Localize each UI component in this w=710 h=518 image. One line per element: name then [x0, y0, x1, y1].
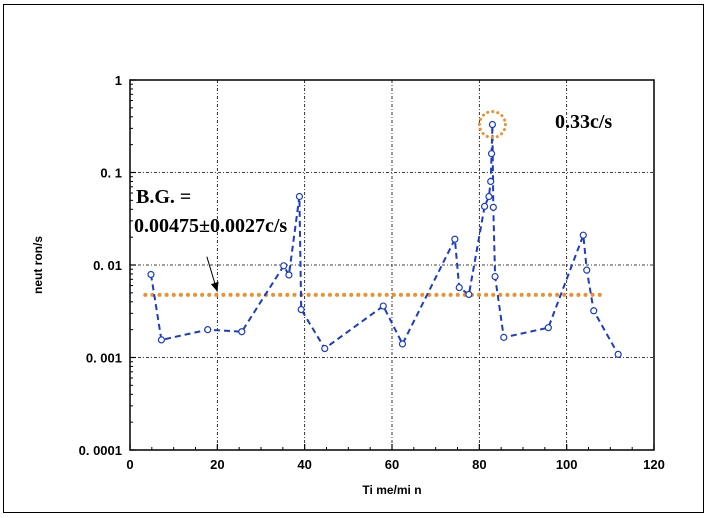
data-point [480, 202, 489, 211]
data-point [579, 231, 587, 239]
data-point [583, 266, 591, 274]
data-point [204, 326, 212, 334]
x-tick-label: 60 [385, 457, 399, 472]
data-point [500, 333, 508, 341]
data-point [295, 192, 304, 201]
data-point [379, 302, 387, 310]
data-point [485, 192, 493, 201]
x-tick-label: 0 [126, 457, 133, 472]
bg-annotation-line2: 0.00475±0.0027c/s [134, 215, 287, 237]
x-tick-label: 100 [556, 457, 578, 472]
y-axis-label: neut ron/s [31, 236, 45, 294]
x-tick-label: 120 [643, 457, 665, 472]
chart-frame [3, 4, 704, 513]
data-point [491, 272, 499, 281]
bg-annotation-line1: B.G. = [136, 186, 191, 208]
y-tick-label: 1 [115, 73, 122, 88]
data-point [455, 283, 463, 292]
data-point [590, 307, 598, 315]
axes: 0 20 40 60 80 100 120 0. 0001 0. 001 0. 01 0. 1 1 [79, 73, 665, 472]
x-tick-label: 20 [210, 457, 224, 472]
data-point [238, 328, 246, 336]
data-point [487, 177, 495, 186]
peak-highlight-circle [477, 110, 507, 140]
grid [130, 80, 654, 450]
bg-arrow-head [210, 281, 219, 292]
data-point [488, 120, 497, 129]
data-point [297, 305, 305, 314]
data-point [321, 344, 329, 353]
peak-annotation: 0.33c/s [555, 111, 612, 133]
y-tick-label: 0. 1 [100, 166, 122, 181]
series-line [150, 124, 620, 355]
data-point [285, 271, 293, 279]
y-tick-label: 0. 01 [93, 258, 122, 273]
data-point [465, 290, 473, 299]
data-point [544, 324, 552, 332]
x-tick-label: 80 [472, 457, 486, 472]
data-point [451, 235, 459, 243]
data-point [280, 262, 288, 270]
data-point [487, 150, 496, 158]
data-point [614, 350, 622, 359]
data-point [398, 340, 407, 348]
y-tick-label: 0. 001 [86, 351, 122, 366]
y-tick-label: 0. 0001 [79, 443, 122, 458]
data-point [157, 336, 166, 344]
data-point [489, 203, 497, 211]
series-neutron-rate [147, 110, 622, 359]
data-point [147, 270, 155, 279]
x-tick-label: 40 [297, 457, 311, 472]
x-axis-label: Ti me/mi n [362, 483, 421, 497]
